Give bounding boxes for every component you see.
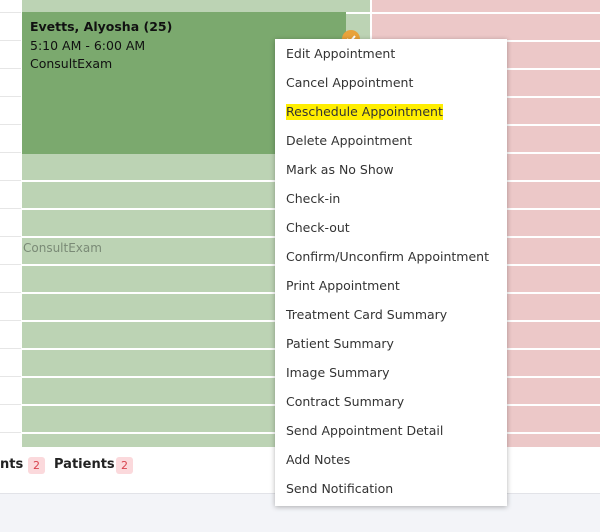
time-slot <box>0 238 21 265</box>
time-slot <box>0 378 21 405</box>
tab-label[interactable]: Patients <box>54 457 115 472</box>
time-slot <box>0 0 21 13</box>
time-slot <box>0 42 21 69</box>
menu-item[interactable]: Send Appointment Detail <box>286 423 444 438</box>
appointment-type: ConsultExam <box>30 56 113 71</box>
time-slot <box>0 322 21 349</box>
time-slot <box>372 0 600 12</box>
time-slot <box>22 0 370 12</box>
time-slot <box>0 154 21 181</box>
menu-item[interactable]: Treatment Card Summary <box>286 307 448 322</box>
menu-item[interactable]: Check-in <box>286 191 341 206</box>
menu-item[interactable]: Cancel Appointment <box>286 75 414 90</box>
tab-count: 2 <box>28 457 45 474</box>
time-slot <box>0 70 21 97</box>
patient-name: Evetts, Alyosha (25) <box>30 19 173 34</box>
menu-item[interactable]: Check-out <box>286 220 350 235</box>
menu-item[interactable]: Send Notification <box>286 481 394 496</box>
menu-item[interactable]: Delete Appointment <box>286 133 413 148</box>
time-slot <box>0 406 21 433</box>
time-slot <box>0 294 21 321</box>
slot-label: ConsultExam <box>23 241 102 255</box>
menu-item[interactable]: Edit Appointment <box>286 46 396 61</box>
time-slot <box>372 14 600 40</box>
menu-item[interactable]: Reschedule Appointment <box>286 104 443 120</box>
tab-label[interactable]: nts <box>0 457 24 472</box>
time-slot <box>0 98 21 125</box>
time-slot <box>0 126 21 153</box>
appointment-time: 5:10 AM - 6:00 AM <box>30 38 146 53</box>
time-slot <box>0 266 21 293</box>
menu-item[interactable]: Image Summary <box>286 365 390 380</box>
time-slot <box>0 350 21 377</box>
time-slot <box>0 210 21 237</box>
menu-item[interactable]: Confirm/Unconfirm Appointment <box>286 249 489 264</box>
time-slot <box>0 14 21 41</box>
tab-count: 2 <box>116 457 133 474</box>
time-slot <box>0 182 21 209</box>
menu-item[interactable]: Patient Summary <box>286 336 394 351</box>
menu-item[interactable]: Mark as No Show <box>286 162 394 177</box>
menu-item[interactable]: Print Appointment <box>286 278 400 293</box>
context-menu: Edit Appointment Cancel Appointment Resche… <box>275 39 507 506</box>
menu-item[interactable]: Contract Summary <box>286 394 405 409</box>
menu-item[interactable]: Add Notes <box>286 452 351 467</box>
